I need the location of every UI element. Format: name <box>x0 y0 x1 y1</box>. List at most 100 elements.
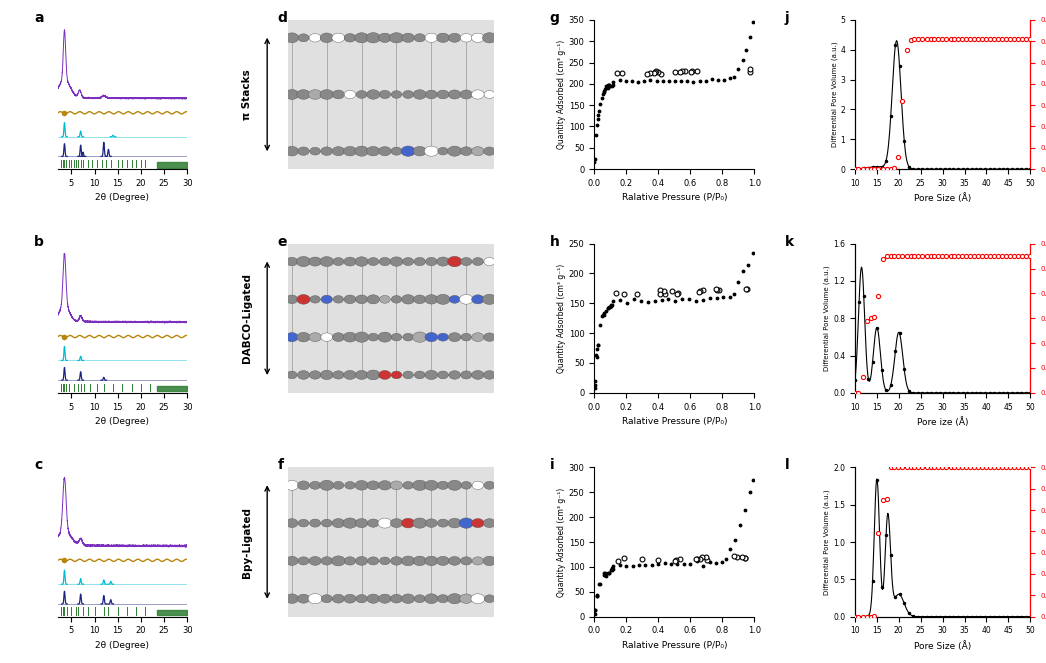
Circle shape <box>484 91 495 98</box>
Circle shape <box>414 295 426 304</box>
Circle shape <box>414 371 425 379</box>
Circle shape <box>344 257 356 266</box>
Circle shape <box>344 34 356 42</box>
Circle shape <box>297 294 311 304</box>
Circle shape <box>402 556 415 566</box>
Circle shape <box>333 371 344 379</box>
Circle shape <box>321 519 333 527</box>
Circle shape <box>437 333 449 341</box>
Circle shape <box>344 295 356 304</box>
Circle shape <box>426 519 437 527</box>
Circle shape <box>287 371 297 379</box>
Circle shape <box>286 33 299 42</box>
Circle shape <box>402 594 414 603</box>
Circle shape <box>412 332 427 342</box>
Circle shape <box>357 91 367 98</box>
Circle shape <box>391 91 402 98</box>
X-axis label: 2θ (Degree): 2θ (Degree) <box>95 194 150 202</box>
Circle shape <box>449 90 461 99</box>
Circle shape <box>286 295 298 304</box>
Circle shape <box>333 257 344 266</box>
Circle shape <box>437 481 449 489</box>
Text: c: c <box>35 459 43 473</box>
Y-axis label: Quantity Adsorbed (cm³ g⁻¹): Quantity Adsorbed (cm³ g⁻¹) <box>556 40 566 149</box>
Circle shape <box>333 594 344 603</box>
Circle shape <box>380 557 390 565</box>
Circle shape <box>403 333 413 341</box>
Circle shape <box>459 518 474 528</box>
Circle shape <box>321 557 333 565</box>
Circle shape <box>413 556 427 566</box>
Circle shape <box>473 258 483 265</box>
Circle shape <box>436 556 450 566</box>
Circle shape <box>298 34 309 42</box>
Circle shape <box>459 594 473 603</box>
Circle shape <box>368 257 379 266</box>
Circle shape <box>367 147 380 156</box>
Circle shape <box>389 32 404 43</box>
Circle shape <box>286 333 298 341</box>
Circle shape <box>484 257 495 266</box>
Circle shape <box>483 147 496 155</box>
Circle shape <box>297 481 310 490</box>
Circle shape <box>286 147 298 156</box>
Circle shape <box>355 257 368 267</box>
Circle shape <box>472 147 484 156</box>
Circle shape <box>356 595 367 603</box>
Circle shape <box>297 371 310 379</box>
Circle shape <box>390 257 403 267</box>
Text: g: g <box>549 11 560 25</box>
Circle shape <box>367 295 380 304</box>
Circle shape <box>472 33 484 42</box>
Circle shape <box>484 481 495 489</box>
Circle shape <box>471 593 484 604</box>
Circle shape <box>437 90 449 99</box>
Circle shape <box>297 90 311 99</box>
Circle shape <box>378 332 392 342</box>
Circle shape <box>484 595 495 603</box>
Circle shape <box>483 556 496 566</box>
Circle shape <box>437 519 449 527</box>
Text: a: a <box>35 11 44 25</box>
Circle shape <box>378 518 392 528</box>
Circle shape <box>460 34 472 42</box>
Circle shape <box>472 295 484 304</box>
Circle shape <box>391 333 402 341</box>
Circle shape <box>436 294 450 304</box>
Circle shape <box>437 371 449 379</box>
Circle shape <box>320 33 334 42</box>
Circle shape <box>286 556 298 566</box>
Circle shape <box>390 594 403 603</box>
Circle shape <box>425 594 438 603</box>
Text: DABCO-Ligated: DABCO-Ligated <box>242 273 252 363</box>
Circle shape <box>401 146 415 156</box>
Circle shape <box>380 296 390 303</box>
Circle shape <box>356 295 367 304</box>
Text: d: d <box>277 11 288 25</box>
Circle shape <box>345 481 356 489</box>
Circle shape <box>296 257 311 267</box>
X-axis label: Ralative Pressure (P/P₀): Ralative Pressure (P/P₀) <box>621 641 727 650</box>
Circle shape <box>356 518 368 528</box>
Circle shape <box>414 34 426 42</box>
Circle shape <box>472 518 484 528</box>
Circle shape <box>425 480 438 491</box>
Circle shape <box>403 91 413 98</box>
Circle shape <box>355 332 369 342</box>
Circle shape <box>320 257 334 267</box>
Circle shape <box>460 147 472 156</box>
Circle shape <box>320 90 334 99</box>
Circle shape <box>310 481 321 489</box>
X-axis label: Ralative Pressure (P/P₀): Ralative Pressure (P/P₀) <box>621 417 727 426</box>
Circle shape <box>334 296 343 303</box>
Text: π Stacks: π Stacks <box>242 69 252 120</box>
Circle shape <box>380 90 390 99</box>
Circle shape <box>343 332 357 342</box>
Circle shape <box>483 371 496 379</box>
Y-axis label: Differential Pore Volume (a.u.): Differential Pore Volume (a.u.) <box>824 489 831 595</box>
Circle shape <box>309 556 321 566</box>
X-axis label: Ralative Pressure (P/P₀): Ralative Pressure (P/P₀) <box>621 194 727 202</box>
Circle shape <box>459 294 473 304</box>
Circle shape <box>472 90 484 99</box>
Circle shape <box>449 556 460 566</box>
